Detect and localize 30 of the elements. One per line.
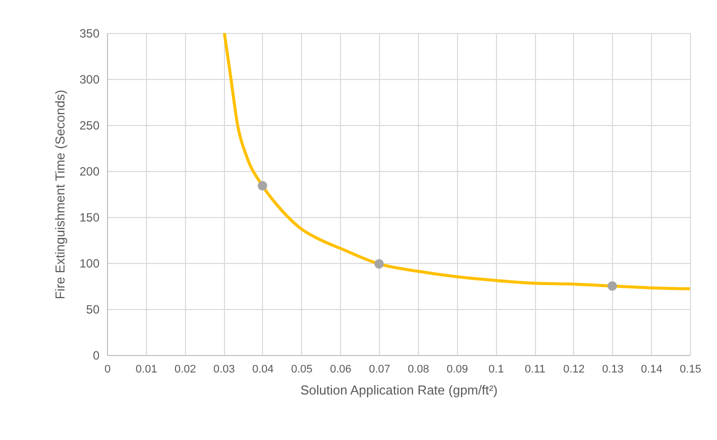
line-series: [222, 33, 690, 290]
y-tick-label: 200: [79, 164, 100, 178]
x-tick-label: 0.02: [174, 364, 196, 376]
x-tick-label: 0.11: [524, 364, 546, 376]
x-axis-title: Solution Application Rate (gpm/ft²): [300, 382, 498, 398]
y-tick-label: 150: [79, 210, 100, 224]
y-tick-label: 350: [79, 26, 100, 40]
x-tick-label: 0.15: [680, 364, 702, 376]
y-tick-label: 100: [79, 256, 100, 270]
x-tick-label: 0.07: [368, 364, 390, 376]
point: [374, 259, 384, 269]
x-tick-label: 0: [104, 364, 111, 376]
y-tick-label: 300: [79, 72, 100, 86]
x-tick-label: 0.09: [446, 364, 468, 376]
x-tick-label: 0.13: [602, 364, 624, 376]
point: [258, 180, 268, 190]
x-tick-label: 0.05: [291, 364, 313, 376]
y-tick-label: 250: [79, 118, 100, 132]
x-tick-label: 0.03: [213, 364, 235, 376]
x-tick-label: 0.06: [330, 364, 352, 376]
x-tick-label: 0.14: [640, 364, 662, 376]
y-axis-title: Fire Extinguishment Time (Seconds): [52, 90, 68, 300]
point: [608, 281, 618, 291]
x-tick-label: 0.1: [488, 364, 504, 376]
x-tick-label: 0.08: [408, 364, 430, 376]
x-tick-label: 0.12: [563, 364, 585, 376]
x-tick-label: 0.04: [252, 364, 274, 376]
y-tick-label: 0: [92, 348, 100, 362]
y-tick-label: 50: [86, 302, 100, 316]
x-tick-label: 0.01: [136, 364, 158, 376]
